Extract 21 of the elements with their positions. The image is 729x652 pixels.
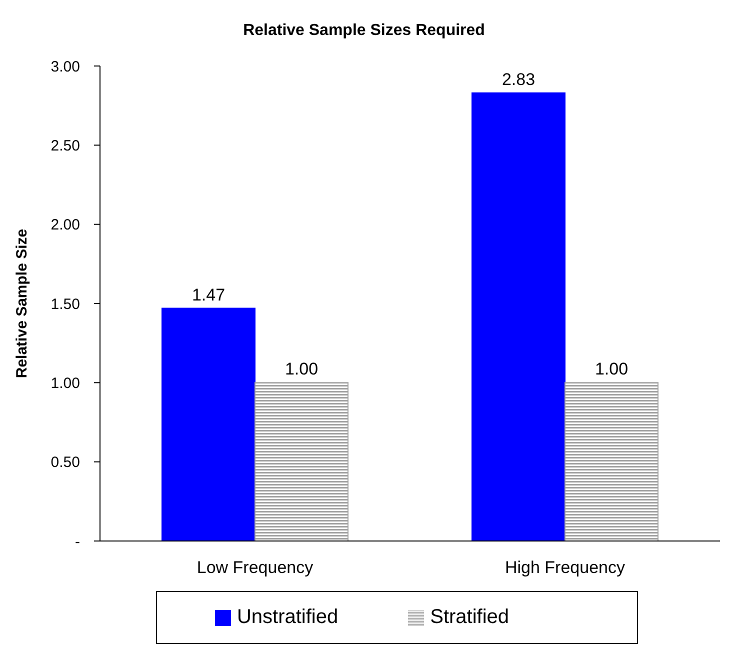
bar (472, 92, 566, 541)
data-label: 1.00 (594, 360, 628, 379)
y-tick-label: 0.50 (50, 454, 80, 472)
legend-label: Unstratified (236, 606, 338, 628)
y-tick-label: 2.00 (50, 216, 80, 234)
y-tick-label: 2.50 (50, 137, 80, 154)
y-tick-label: 1.00 (50, 374, 80, 392)
x-tick-label: Low Frequency (196, 558, 314, 578)
y-tick-label: - (75, 533, 80, 550)
data-label: 1.47 (192, 285, 226, 304)
chart-title: Relative Sample Sizes Required (242, 21, 486, 41)
legend-label: Stratified (430, 606, 510, 628)
data-label: 2.83 (502, 70, 536, 89)
y-tick-label: 1.50 (50, 296, 80, 313)
y-tick-label: 3.00 (50, 58, 80, 76)
bar (254, 382, 348, 541)
data-label: 1.00 (284, 360, 318, 379)
bar (162, 308, 256, 541)
x-tick-label: High Frequency (504, 558, 626, 578)
y-axis-title: Relative Sample Size (13, 228, 30, 378)
bar (564, 382, 658, 541)
